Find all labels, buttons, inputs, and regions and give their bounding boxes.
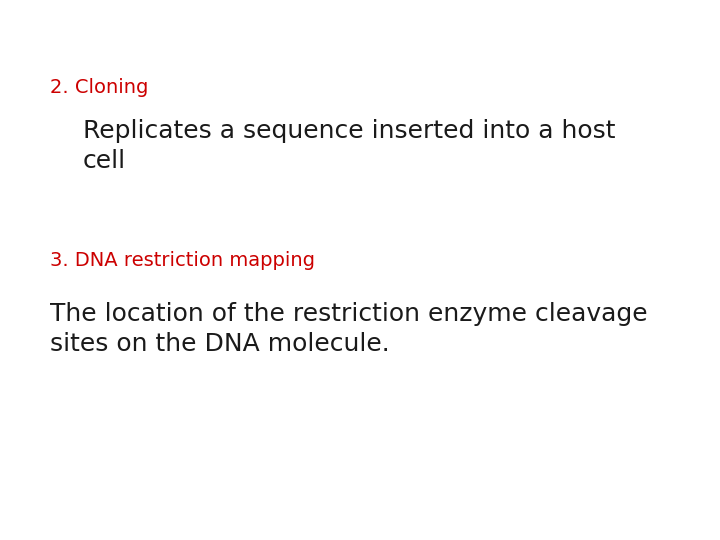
Text: 2. Cloning: 2. Cloning (50, 78, 149, 97)
Text: 3. DNA restriction mapping: 3. DNA restriction mapping (50, 251, 315, 270)
Text: Replicates a sequence inserted into a host
cell: Replicates a sequence inserted into a ho… (83, 119, 616, 172)
Text: The location of the restriction enzyme cleavage
sites on the DNA molecule.: The location of the restriction enzyme c… (50, 302, 648, 356)
